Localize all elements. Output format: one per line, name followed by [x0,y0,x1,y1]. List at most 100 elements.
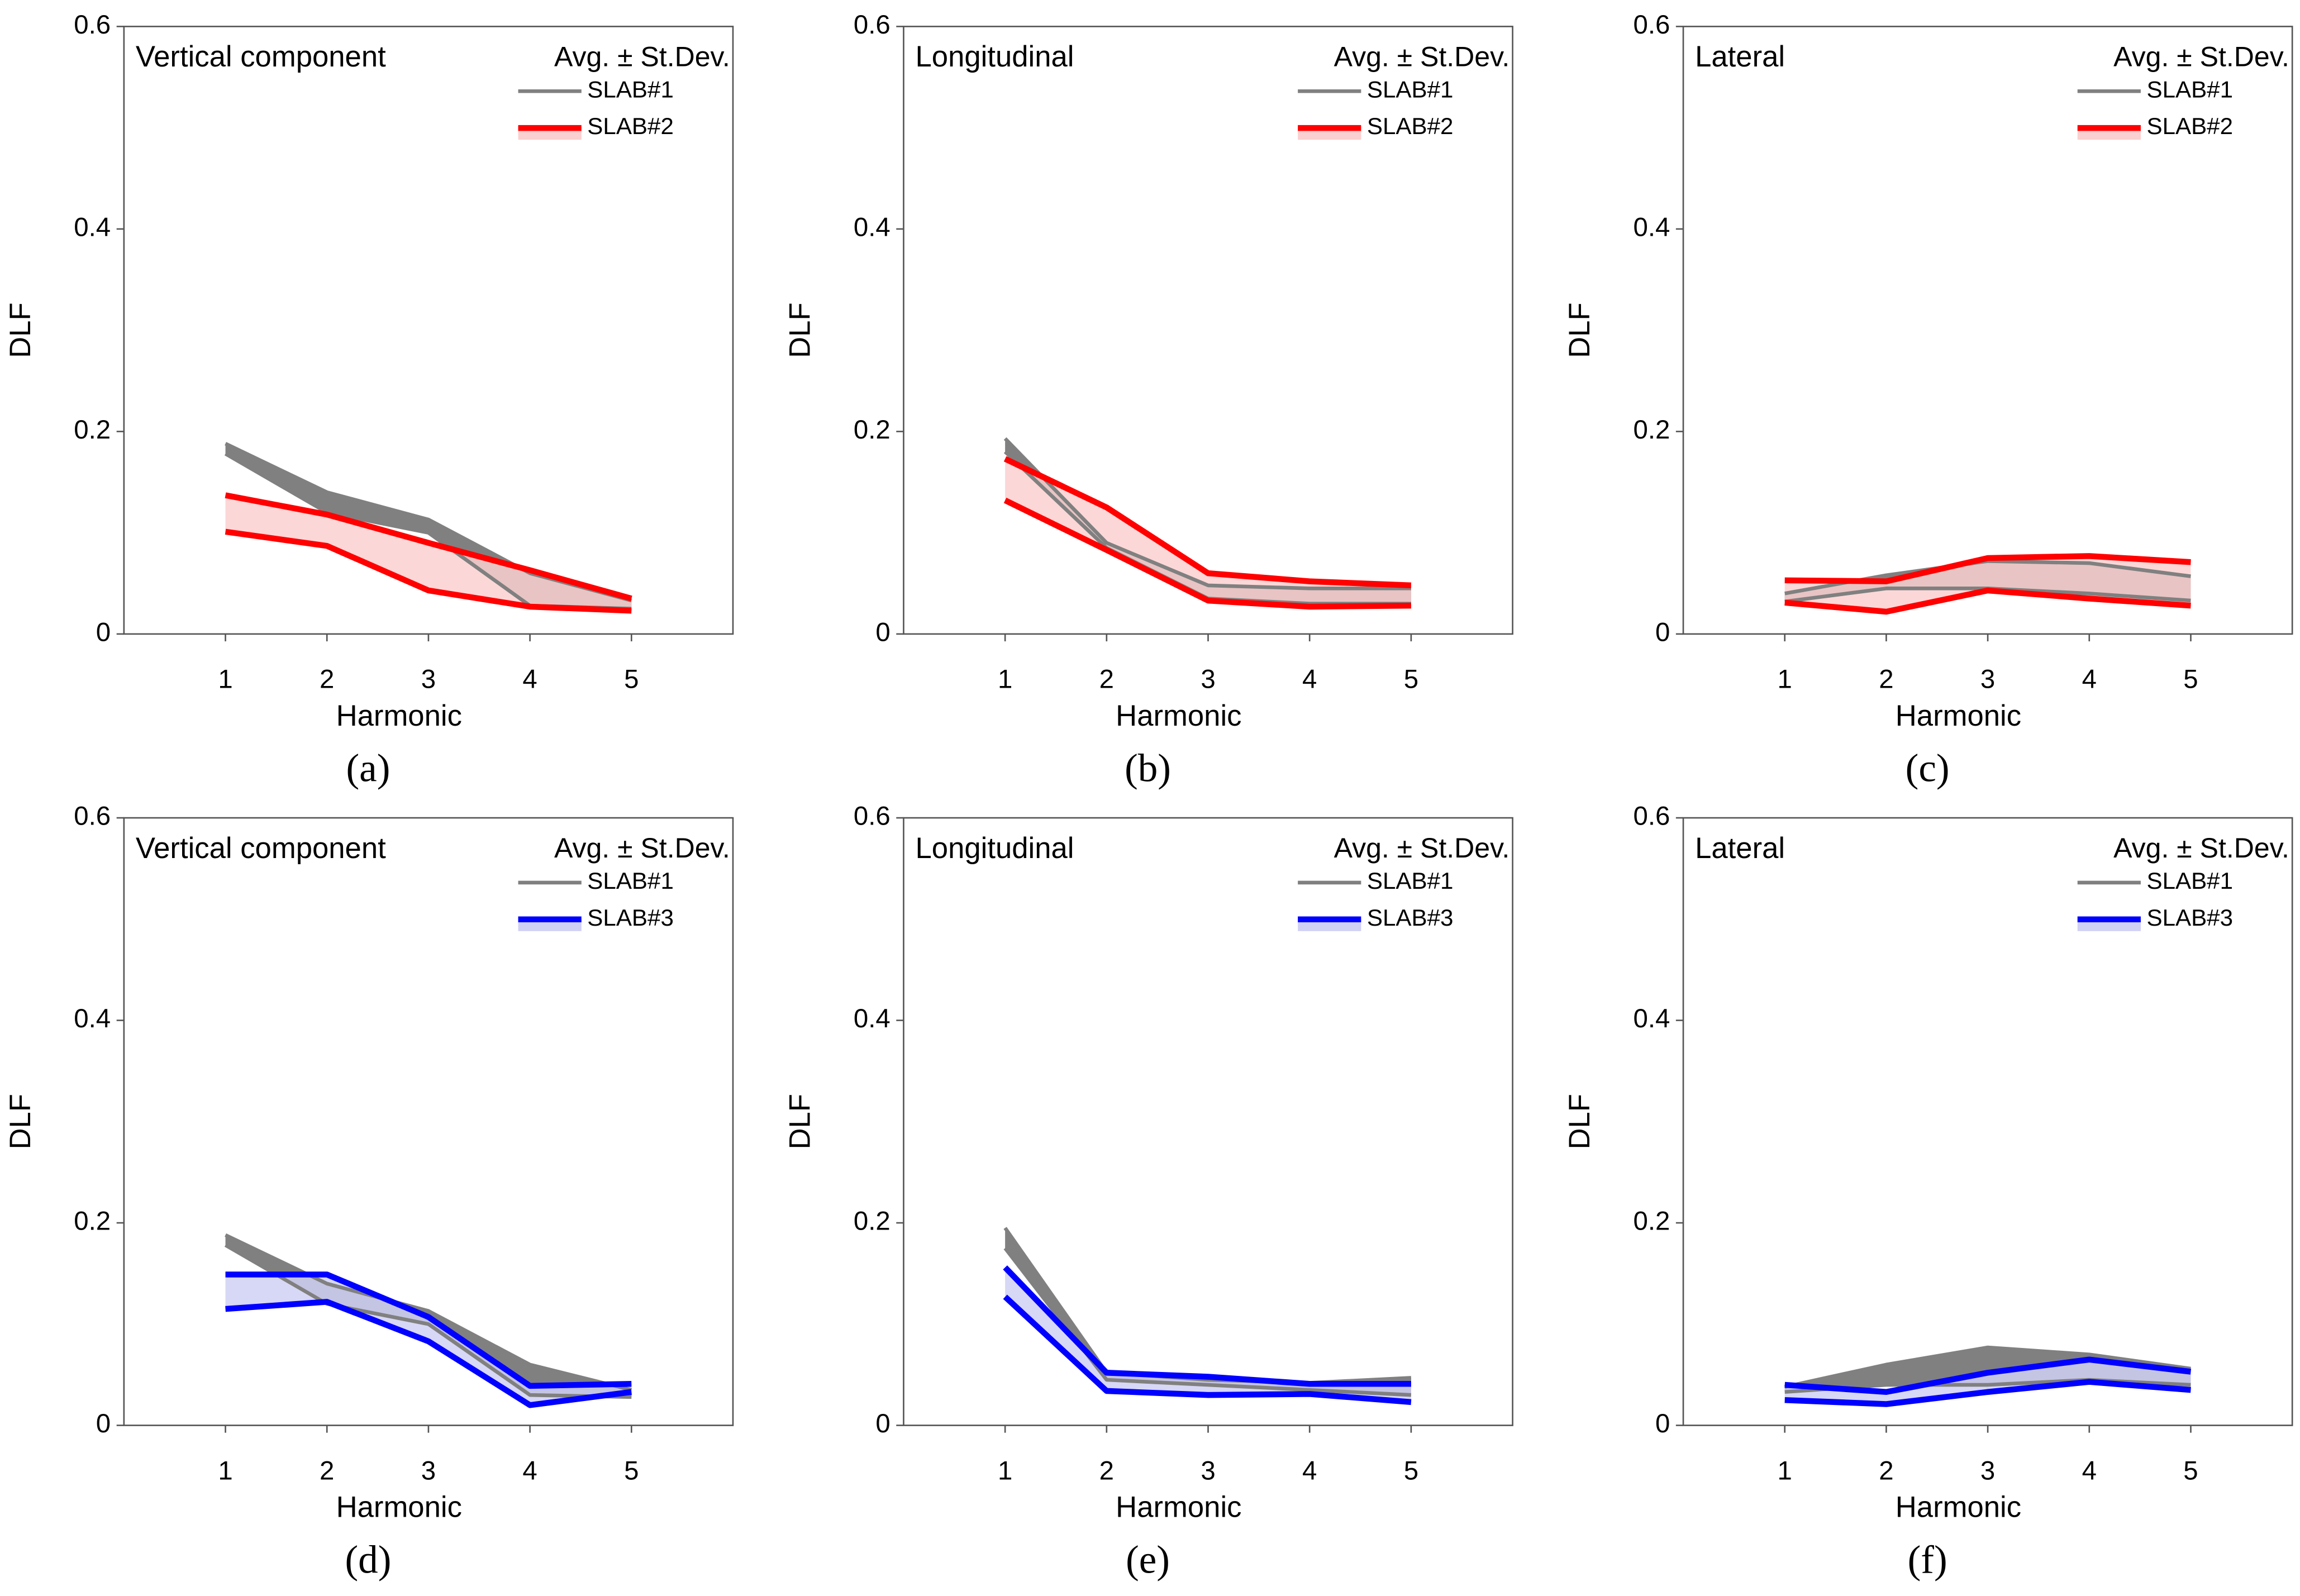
subplot: 0 0.2 0.4 0.6 1 2 3 4 5 Harmonic DLF (a) Vertical co… [4,10,734,790]
x-tick-label: 4 [2082,1456,2097,1485]
annotation: Vertical component [136,832,386,865]
y-tick-label: 0.6 [854,802,891,831]
line-upper [1784,1356,2192,1395]
x-axis-label: Harmonic [336,1491,462,1524]
x-tick-label: 1 [1778,1456,1792,1485]
y-tick-label: 0 [1655,1409,1670,1438]
y-tick-label: 0.4 [74,1004,111,1033]
legend-title: Avg. ± St.Dev. [2113,41,2289,73]
band-fill [1005,1228,1411,1395]
panel-label: (e) [1126,1538,1170,1581]
y-axis-label: DLF [1563,302,1596,358]
annotation: Vertical component [136,40,386,73]
y-tick-label: 0 [96,617,111,647]
subplot: 0 0.2 0.4 0.6 1 2 3 4 5 Harmonic DLF (c) Lateral Avg.… [1563,10,2293,790]
y-tick-label: 0.2 [74,1207,111,1236]
panel-label: (a) [346,747,391,790]
y-axis-label: DLF [1563,1094,1596,1149]
x-tick-label: 4 [522,665,537,694]
legend-label: SLAB#1 [587,868,674,894]
annotation: Lateral [1695,832,1785,865]
y-tick-label: 0.6 [1633,802,1670,831]
x-tick-label: 1 [218,665,232,694]
x-tick-label: 3 [1980,1456,1995,1485]
x-tick-label: 5 [1404,1456,1418,1485]
x-tick-label: 4 [522,1456,537,1485]
x-tick-label: 2 [1099,665,1114,694]
line-upper [225,1271,632,1389]
x-tick-label: 3 [1201,1456,1215,1485]
legend-label: SLAB#1 [1367,76,1454,102]
x-tick-label: 5 [1404,665,1418,694]
x-axis-label: Harmonic [1896,1491,2021,1524]
x-tick-label: 4 [1302,665,1317,694]
subplot: 0 0.2 0.4 0.6 1 2 3 4 5 Harmonic DLF (d) Vertical co… [4,802,734,1581]
y-axis-label: DLF [4,1094,37,1149]
legend-title: Avg. ± St.Dev. [1334,41,1510,73]
y-axis-label: DLF [784,1094,817,1149]
x-tick-label: 2 [1879,665,1893,694]
y-axis-label: DLF [784,302,817,358]
line-upper [1003,437,1411,590]
y-tick-label: 0.2 [1633,1207,1670,1236]
x-axis-label: Harmonic [1896,699,2021,732]
legend-title: Avg. ± St.Dev. [2113,832,2289,864]
y-tick-label: 0.6 [74,10,111,40]
y-tick-label: 0 [875,1409,890,1438]
legend-label: SLAB#1 [1367,868,1454,894]
y-tick-label: 0.6 [74,802,111,831]
line-lower [1784,1379,2191,1407]
x-tick-label: 2 [1099,1456,1114,1485]
legend-label: SLAB#1 [587,76,674,102]
x-axis-label: Harmonic [1116,699,1241,732]
legend-label: SLAB#2 [2146,113,2233,139]
line-upper [1003,456,1412,589]
legend-title: Avg. ± St.Dev. [554,41,730,73]
legend-title: Avg. ± St.Dev. [1334,832,1510,864]
x-tick-label: 1 [998,665,1012,694]
line-upper [1003,1265,1411,1387]
y-axis-label: DLF [4,302,37,358]
x-axis-label: Harmonic [336,699,462,732]
x-tick-label: 1 [998,1456,1012,1485]
x-tick-label: 5 [2183,665,2198,694]
line-lower [224,1244,632,1399]
panel-label: (d) [345,1538,392,1581]
line-lower [1784,587,2191,615]
x-tick-label: 1 [218,1456,232,1485]
legend-label: SLAB#1 [2146,76,2233,102]
line-upper [225,492,632,602]
y-tick-label: 0.4 [854,1004,891,1033]
line-lower [1003,497,1411,610]
legend-label: SLAB#2 [1367,113,1454,139]
y-tick-label: 0.2 [74,415,111,445]
annotation: Longitudinal [916,832,1074,865]
band-fill [225,495,632,611]
x-tick-label: 3 [421,665,436,694]
x-tick-label: 3 [421,1456,436,1485]
x-tick-label: 5 [624,1456,639,1485]
y-tick-label: 0 [96,1409,111,1438]
x-tick-label: 1 [1778,665,1792,694]
legend-title: Avg. ± St.Dev. [554,832,730,864]
legend-label: SLAB#2 [587,113,674,139]
x-tick-label: 4 [2082,665,2097,694]
y-tick-label: 0.4 [1633,212,1670,242]
y-tick-label: 0 [1655,617,1670,647]
y-tick-label: 0.2 [854,415,891,445]
x-tick-label: 2 [1879,1456,1893,1485]
legend-label: SLAB#3 [2146,904,2233,931]
y-tick-label: 0.2 [1633,415,1670,445]
x-tick-label: 3 [1980,665,1995,694]
subplot: 0 0.2 0.4 0.6 1 2 3 4 5 Harmonic DLF (b) Longitudina… [784,10,1513,790]
legend-label: SLAB#3 [587,904,674,931]
subplot: 0 0.2 0.4 0.6 1 2 3 4 5 Harmonic DLF (f) Lateral Avg.… [1563,802,2293,1581]
legend-label: SLAB#1 [2146,868,2233,894]
x-tick-label: 5 [2183,1456,2198,1485]
y-tick-label: 0.6 [854,10,891,40]
y-tick-label: 0.4 [854,212,891,242]
band-fill [225,444,632,609]
x-axis-label: Harmonic [1116,1491,1241,1524]
x-tick-label: 2 [320,1456,334,1485]
